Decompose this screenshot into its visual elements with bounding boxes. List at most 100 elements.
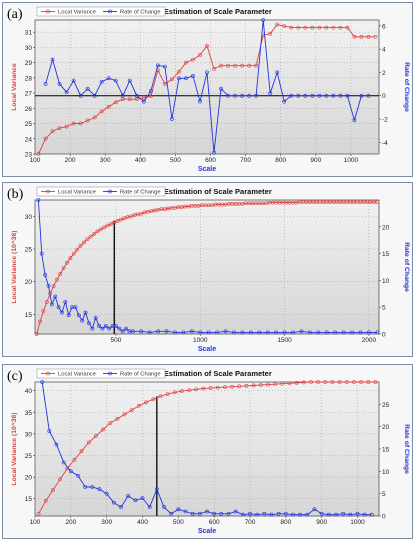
- local-variance-point: [268, 31, 273, 36]
- rate-of-change-point: [162, 505, 166, 509]
- rate-of-change-point: [117, 326, 122, 331]
- rate-of-change-point: [56, 305, 61, 310]
- rate-of-change-point: [156, 329, 160, 334]
- rate-of-change-point: [63, 299, 68, 304]
- rate-of-change-point: [226, 93, 230, 98]
- rate-of-change-point: [307, 330, 312, 335]
- rate-of-change-point: [359, 93, 364, 98]
- local-variance-point: [366, 380, 371, 384]
- local-variance-point: [58, 271, 63, 276]
- rate-of-change-point: [289, 93, 294, 98]
- rate-of-change-point: [40, 380, 45, 384]
- rate-of-change-point: [147, 330, 152, 335]
- chart-panel-b: ESP - Estimation of Scale Parameter (b) 15…: [2, 182, 413, 357]
- rate-of-change-point: [247, 93, 252, 98]
- local-variance-point: [177, 69, 181, 74]
- rate-of-change-point: [147, 505, 152, 509]
- rate-of-change-point: [87, 321, 91, 326]
- rate-of-change-point: [169, 117, 174, 121]
- rate-of-change-point: [104, 491, 109, 496]
- rate-of-change-point: [298, 512, 303, 517]
- local-variance-point: [105, 223, 110, 228]
- x-tick-label: 1000: [350, 519, 365, 526]
- rate-of-change-point: [226, 511, 231, 516]
- y-axis-label: Local Variance (10^36): [10, 412, 18, 485]
- legend: [36, 6, 166, 17]
- rate-of-change-point: [274, 330, 279, 335]
- local-variance-point: [344, 380, 349, 384]
- rate-of-change-point: [54, 442, 59, 447]
- y2-tick-label: 10: [382, 278, 390, 285]
- local-variance-point: [144, 400, 148, 405]
- rate-of-change-point: [312, 507, 317, 512]
- rate-of-change-point: [296, 93, 301, 98]
- legend-swatch-marker: [108, 371, 112, 376]
- local-variance-point: [254, 63, 259, 68]
- local-variance-point: [64, 124, 69, 129]
- rate-of-change-point: [233, 509, 238, 514]
- y-tick-label: 30: [25, 45, 33, 52]
- rate-of-change-point: [60, 310, 64, 315]
- local-variance-point: [79, 449, 84, 454]
- y2-tick-label: -4: [382, 140, 388, 147]
- local-variance-point: [158, 394, 163, 399]
- rate-of-change-point: [177, 76, 181, 81]
- rate-of-change-point: [53, 294, 58, 299]
- chart-title: ESP - Estimation of Scale Parameter: [142, 187, 272, 196]
- local-variance-point: [275, 22, 280, 27]
- local-variance-point: [106, 104, 111, 109]
- rate-of-change-point: [97, 487, 102, 492]
- local-variance-point: [86, 440, 91, 445]
- rate-of-change-point: [215, 330, 220, 335]
- local-variance-point: [141, 95, 146, 100]
- panel-label: (c): [7, 369, 23, 384]
- rate-of-change-point: [49, 302, 54, 307]
- legend-swatch-marker: [108, 9, 112, 14]
- local-variance-point: [244, 383, 249, 388]
- local-variance-point: [233, 63, 237, 68]
- rate-of-change-line: [45, 19, 369, 153]
- rate-of-change-point: [324, 330, 329, 335]
- local-variance-point: [43, 136, 48, 141]
- y-tick-label: 24: [25, 136, 33, 143]
- x-tick-label: 800: [275, 157, 286, 164]
- rate-of-change-point: [189, 329, 194, 334]
- legend-label: Local Variance: [58, 10, 96, 16]
- local-variance-point: [58, 477, 62, 482]
- local-variance-point: [88, 234, 93, 239]
- local-variance-point: [92, 115, 97, 120]
- rate-of-change-point: [124, 326, 128, 331]
- local-variance-point: [148, 94, 153, 99]
- chart-panel-c: ESP - Estimation of Scale Parameter (c) 15…: [2, 364, 413, 539]
- local-variance-point: [258, 383, 263, 387]
- rate-of-change-point: [303, 93, 308, 98]
- local-variance-point: [330, 380, 335, 384]
- local-variance-point: [230, 384, 234, 389]
- local-variance-point: [108, 222, 113, 227]
- x-tick-label: 400: [135, 157, 146, 164]
- x-axis-label: Scale: [198, 166, 216, 173]
- rate-of-change-point: [316, 330, 321, 335]
- rate-of-change-point: [348, 512, 353, 517]
- rate-of-change-point: [265, 330, 270, 335]
- local-variance-point: [151, 397, 156, 402]
- local-variance-point: [71, 251, 76, 256]
- rate-of-change-point: [362, 512, 367, 517]
- rate-of-change-point: [205, 509, 209, 514]
- local-variance-point: [169, 77, 174, 82]
- rate-of-change-point: [261, 18, 266, 22]
- x-tick-label: 800: [280, 519, 291, 526]
- legend-label: Local Variance: [58, 190, 96, 196]
- rate-of-change-point: [99, 79, 104, 84]
- y-tick-label: 20: [25, 279, 33, 286]
- local-variance-point: [34, 332, 39, 336]
- rate-of-change-line: [41, 381, 372, 516]
- rate-of-change-point: [240, 330, 245, 335]
- local-variance-point: [317, 25, 322, 30]
- local-variance-point: [72, 457, 77, 462]
- rate-of-change-point: [366, 93, 371, 98]
- local-variance-point: [352, 34, 357, 39]
- rate-of-change-point: [341, 330, 346, 335]
- y2-tick-label: 15: [382, 447, 390, 454]
- local-variance-point: [85, 237, 90, 242]
